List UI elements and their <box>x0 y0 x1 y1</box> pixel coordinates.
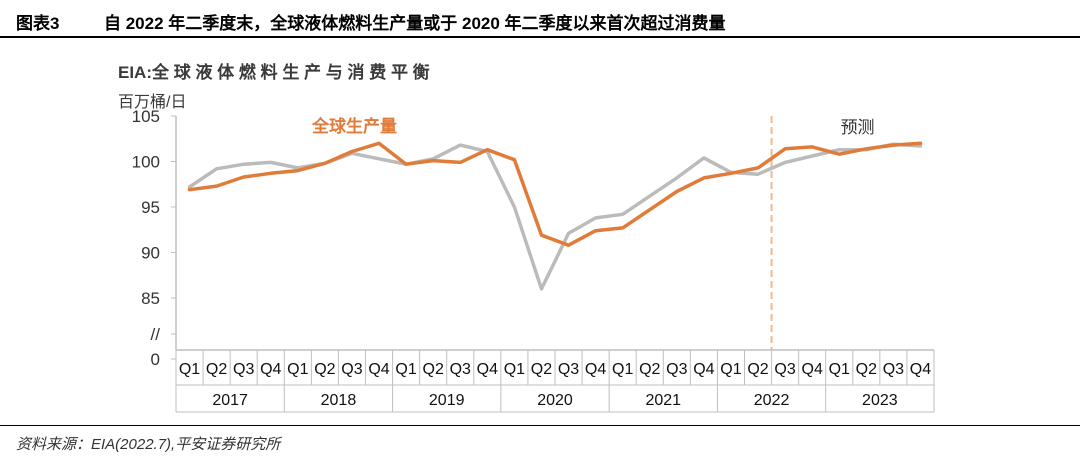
forecast-label: 预测 <box>841 118 875 137</box>
x-tick-label: Q2 <box>531 361 552 378</box>
x-tick-label: Q4 <box>910 361 931 378</box>
year-label: 2023 <box>862 392 898 409</box>
x-tick-label: Q4 <box>693 361 714 378</box>
y-tick-label: 95 <box>141 198 160 217</box>
source-note: 资料来源：EIA(2022.7),平安证券研究所 <box>16 433 280 454</box>
source-divider <box>0 425 1080 426</box>
x-tick-label: Q4 <box>477 361 498 378</box>
y-tick-label: // <box>151 325 161 344</box>
year-label: 2022 <box>754 392 790 409</box>
x-tick-label: Q2 <box>639 361 660 378</box>
x-tick-label: Q3 <box>883 361 904 378</box>
x-tick-label: Q1 <box>179 361 200 378</box>
x-tick-label: Q3 <box>666 361 687 378</box>
x-tick-label: Q2 <box>856 361 877 378</box>
production-series-line <box>190 143 921 245</box>
year-label: 2018 <box>321 392 357 409</box>
year-label: 2017 <box>212 392 248 409</box>
y-tick-label: 90 <box>141 244 160 263</box>
consumption-series-line <box>190 144 921 289</box>
x-tick-label: Q3 <box>558 361 579 378</box>
x-tick-label: Q3 <box>233 361 254 378</box>
x-tick-label: Q3 <box>774 361 795 378</box>
x-tick-label: Q1 <box>720 361 741 378</box>
y-tick-label: 105 <box>132 107 160 126</box>
production-series-label: 全球生产量 <box>311 116 397 136</box>
x-tick-label: Q4 <box>368 361 389 378</box>
x-tick-label: Q1 <box>612 361 633 378</box>
year-label: 2021 <box>645 392 681 409</box>
x-tick-label: Q2 <box>423 361 444 378</box>
x-tick-label: Q4 <box>260 361 281 378</box>
x-tick-label: Q3 <box>341 361 362 378</box>
year-label: 2019 <box>429 392 465 409</box>
x-tick-label: Q1 <box>287 361 308 378</box>
x-tick-label: Q2 <box>747 361 768 378</box>
x-tick-label: Q2 <box>314 361 335 378</box>
year-label: 2020 <box>537 392 573 409</box>
x-tick-label: Q4 <box>585 361 606 378</box>
x-tick-label: Q2 <box>206 361 227 378</box>
x-tick-label: Q1 <box>504 361 525 378</box>
x-tick-label: Q1 <box>829 361 850 378</box>
y-tick-label: 100 <box>132 153 160 172</box>
x-tick-label: Q4 <box>802 361 823 378</box>
x-tick-label: Q3 <box>450 361 471 378</box>
y-tick-label: 0 <box>151 350 160 369</box>
x-tick-label: Q1 <box>395 361 416 378</box>
y-tick-label: 85 <box>141 289 160 308</box>
